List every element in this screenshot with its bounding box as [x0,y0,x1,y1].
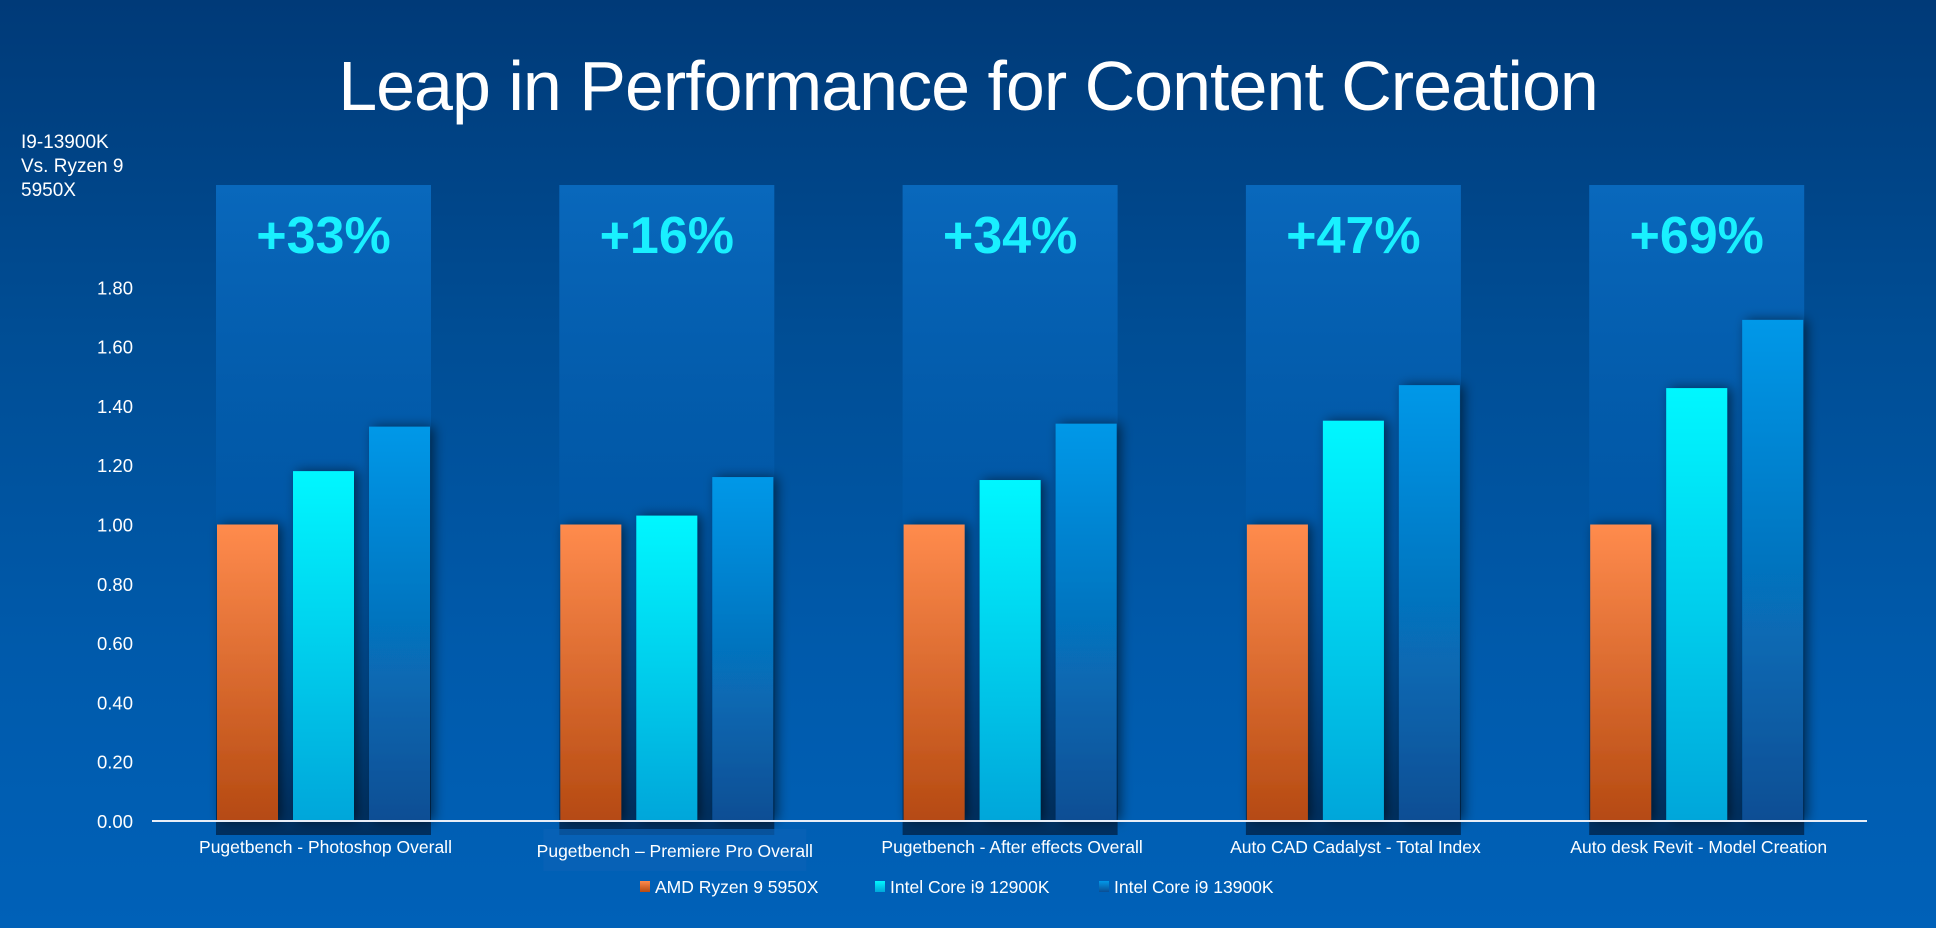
legend-swatch [640,881,650,892]
bar-intel-core-i9-12900k [979,480,1041,821]
bar-intel-core-i9-13900k [712,477,774,821]
x-tick-label: Pugetbench - Photoshop Overall [199,837,452,857]
legend-label: AMD Ryzen 9 5950X [655,877,819,897]
legend-label: Intel Core i9 12900K [890,877,1050,897]
bar-intel-core-i9-12900k [293,471,354,821]
category-label-box [543,829,807,871]
improvement-annotation: +16% [600,207,734,265]
y-axis-label-line: Vs. Ryzen 9 [21,156,124,177]
y-tick-label: 0.40 [97,692,133,713]
y-tick-label: 0.80 [97,574,133,595]
y-tick-label: 1.80 [97,277,133,298]
improvement-annotation: +47% [1286,207,1420,265]
legend-swatch [1099,881,1109,892]
bar-intel-core-i9-12900k [1322,420,1384,821]
bar-intel-core-i9-12900k [1666,388,1728,821]
x-tick-label: Pugetbench – Premiere Pro Overall [537,841,813,861]
bar-amd-ryzen-9-5950x [1246,524,1308,821]
bar-amd-ryzen-9-5950x [903,524,965,821]
x-tick-label: Pugetbench - After effects Overall [881,837,1142,857]
chart-title: Leap in Performance for Content Creation [338,47,1599,125]
y-tick-label: 1.00 [97,515,133,536]
x-tick-label: Auto CAD Cadalyst - Total Index [1230,837,1481,857]
bar-amd-ryzen-9-5950x [217,524,278,821]
y-tick-label: 0.20 [97,752,133,773]
x-tick-label: Auto desk Revit - Model Creation [1570,837,1827,857]
bar-intel-core-i9-13900k [1398,385,1460,821]
y-tick-label: 1.20 [97,455,133,476]
bar-intel-core-i9-12900k [636,515,698,821]
y-tick-label: 1.60 [97,337,133,358]
improvement-annotation: +34% [943,207,1077,265]
y-axis-label: I9-13900K Vs. Ryzen 9 5950X [21,131,161,203]
legend-swatch [875,881,885,892]
improvement-annotation: +69% [1629,207,1763,265]
bar-amd-ryzen-9-5950x [1590,524,1652,821]
y-tick-label: 1.40 [97,396,133,417]
y-axis-label-line: 5950X [21,180,76,201]
improvement-annotation: +33% [256,207,390,265]
legend-label: Intel Core i9 13900K [1114,877,1274,897]
y-tick-label: 0.00 [97,811,133,832]
bar-intel-core-i9-13900k [1055,423,1117,821]
bar-amd-ryzen-9-5950x [560,524,622,821]
bar-intel-core-i9-13900k [1742,319,1804,821]
y-tick-label: 0.60 [97,633,133,654]
bar-intel-core-i9-13900k [369,426,430,821]
y-axis-label-line: I9-13900K [21,132,109,153]
